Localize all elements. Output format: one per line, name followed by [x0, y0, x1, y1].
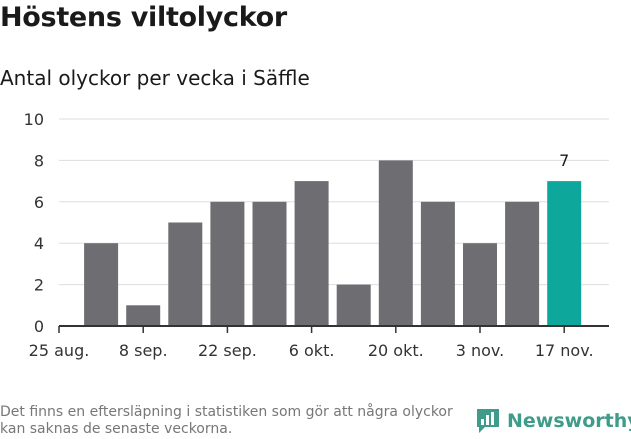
y-tick-label: 4 — [34, 234, 44, 253]
bar — [463, 243, 497, 326]
bar — [252, 201, 287, 326]
x-tick-label: 6 okt. — [289, 341, 335, 360]
footnote: Det finns en eftersläpning i statistiken… — [0, 404, 453, 437]
x-tick-label: 22 sep. — [198, 341, 257, 360]
y-tick-label: 0 — [34, 317, 44, 336]
x-tick-label: 3 nov. — [456, 341, 505, 360]
bar — [168, 222, 203, 326]
bar — [294, 181, 329, 326]
brand-name: Newsworthy — [507, 410, 631, 432]
y-tick-label: 6 — [34, 193, 44, 212]
y-tick-label: 2 — [34, 276, 44, 295]
x-tick-label: 20 okt. — [368, 341, 424, 360]
y-tick-label: 8 — [34, 151, 44, 170]
x-tick-label: 25 aug. — [29, 341, 90, 360]
data-label: 7 — [559, 151, 569, 170]
x-tick-label: 17 nov. — [535, 341, 594, 360]
bar — [336, 284, 371, 326]
bar — [126, 305, 161, 326]
bar — [378, 160, 413, 326]
newsworthy-logo-icon — [477, 409, 499, 433]
bar — [505, 201, 540, 326]
chart-subtitle: Antal olyckor per vecka i Säffle — [0, 66, 310, 90]
bar — [210, 201, 245, 326]
bar — [84, 243, 119, 326]
bar — [547, 181, 582, 326]
y-tick-label: 10 — [24, 110, 44, 129]
bar — [420, 201, 455, 326]
newsworthy-brand: Newsworthy — [475, 407, 631, 435]
x-tick-label: 8 sep. — [119, 341, 168, 360]
bar-chart: 0 2 4 6 8 10 7 25 aug. 8 sep. 22 sep. 6 okt. 20 okt… — [24, 110, 609, 360]
chart-title: Höstens viltolyckor — [0, 2, 287, 33]
